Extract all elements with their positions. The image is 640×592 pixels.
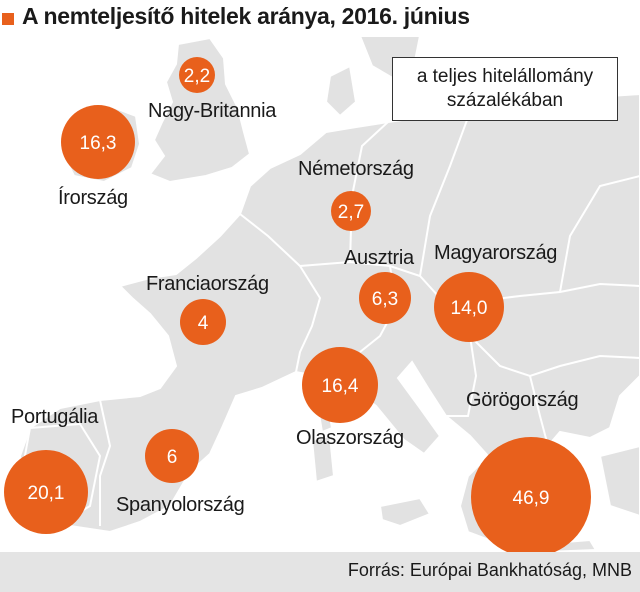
country-label-irorszag: Írország [58,187,128,209]
bubbles: 2,2 16,3 2,7 4 6,3 14,0 [4,57,591,552]
bubble-nagy-britannia: 2,2 [179,57,215,93]
bubble-gorogorszag: 46,9 [471,437,591,552]
svg-text:4: 4 [198,313,209,334]
country-label-nagy-britannia: Nagy-Britannia [148,100,277,122]
svg-text:14,0: 14,0 [451,298,488,319]
svg-text:16,4: 16,4 [322,376,359,397]
legend-line-1: a teljes hitelállomány [416,66,594,87]
bubble-spanyolorszag: 6 [145,429,199,483]
land-denmark [324,64,358,118]
bubble-nemetorszag: 2,7 [331,191,371,231]
bubble-irorszag: 16,3 [61,105,135,179]
map-area: 2,2 16,3 2,7 4 6,3 14,0 [0,36,640,552]
europe-map: 2,2 16,3 2,7 4 6,3 14,0 [4,36,640,552]
svg-text:2,7: 2,7 [338,202,364,223]
country-label-gorogorszag: Görögország [466,389,579,411]
country-label-portugalia: Portugália [11,406,99,428]
svg-text:6,3: 6,3 [372,289,398,310]
land-turkey [598,444,640,518]
bubble-magyarorszag: 14,0 [434,272,504,342]
svg-text:16,3: 16,3 [80,133,117,154]
title-marker [2,13,14,25]
country-label-spanyolorszag: Spanyolország [116,494,245,516]
country-label-nemetorszag: Németország [298,158,414,180]
country-label-magyarorszag: Magyarország [434,242,558,264]
svg-text:2,2: 2,2 [184,66,210,87]
source-text: Forrás: Európai Bankhatóság, MNB [347,560,632,580]
bubble-olaszorszag: 16,4 [302,347,378,423]
land-great-britain [148,36,252,184]
svg-text:46,9: 46,9 [513,488,550,509]
title-bar: A nemteljesítő hitelek aránya, 2016. jún… [0,0,640,36]
svg-text:6: 6 [167,447,178,468]
bubble-franciaorszag: 4 [180,299,226,345]
page-title: A nemteljesítő hitelek aránya, 2016. jún… [22,3,470,29]
country-label-olaszorszag: Olaszország [296,427,404,449]
country-label-ausztria: Ausztria [344,247,414,269]
land-sicily [378,496,432,528]
footer: Forrás: Európai Bankhatóság, MNB [0,552,640,592]
legend-box: a teljes hitelállomány százalékában [392,57,618,121]
country-label-franciaorszag: Franciaország [146,273,269,295]
legend-line-2: százalékában [446,90,564,111]
land-sardinia [310,434,336,484]
bubble-ausztria: 6,3 [359,272,411,324]
bubble-portugalia: 20,1 [4,450,88,534]
svg-text:20,1: 20,1 [28,483,65,504]
